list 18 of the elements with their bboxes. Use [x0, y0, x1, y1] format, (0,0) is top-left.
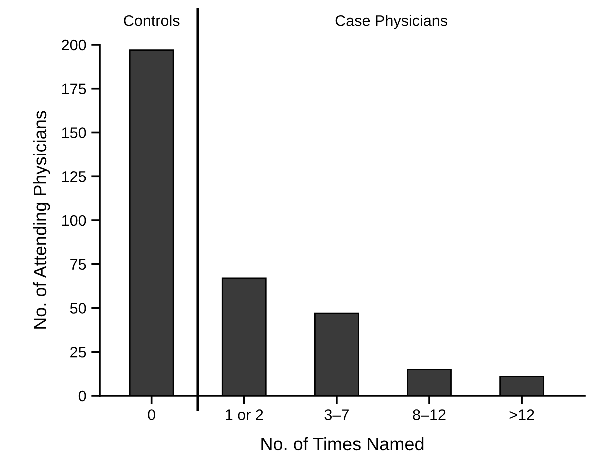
y-tick-label: 175 [62, 84, 86, 95]
x-tick-label: 3–7 [324, 410, 349, 420]
text: Case Physicians [336, 15, 448, 30]
x-tick-label: 8–12 [413, 410, 446, 420]
x-axis-title: No. of Times Named [262, 437, 424, 451]
x-tick-label: >12 [510, 410, 534, 420]
y-tick-label: 0 [78, 390, 86, 402]
y-tick-label: 25 [70, 346, 86, 358]
y-tick-label: 75 [70, 259, 86, 270]
y-tick-label: 150 [62, 128, 86, 138]
y-tick-label: 100 [62, 215, 86, 226]
y-axis-title: No. of Attending Physicians [33, 111, 50, 329]
x-tick-label: 0 [148, 410, 156, 420]
x-tick-label: 1 or 2 [226, 410, 264, 420]
y-tick-label: 200 [62, 40, 86, 51]
text: Controls [124, 15, 180, 26]
y-tick-label: 50 [70, 303, 86, 314]
y-tick-label: 125 [62, 171, 86, 182]
